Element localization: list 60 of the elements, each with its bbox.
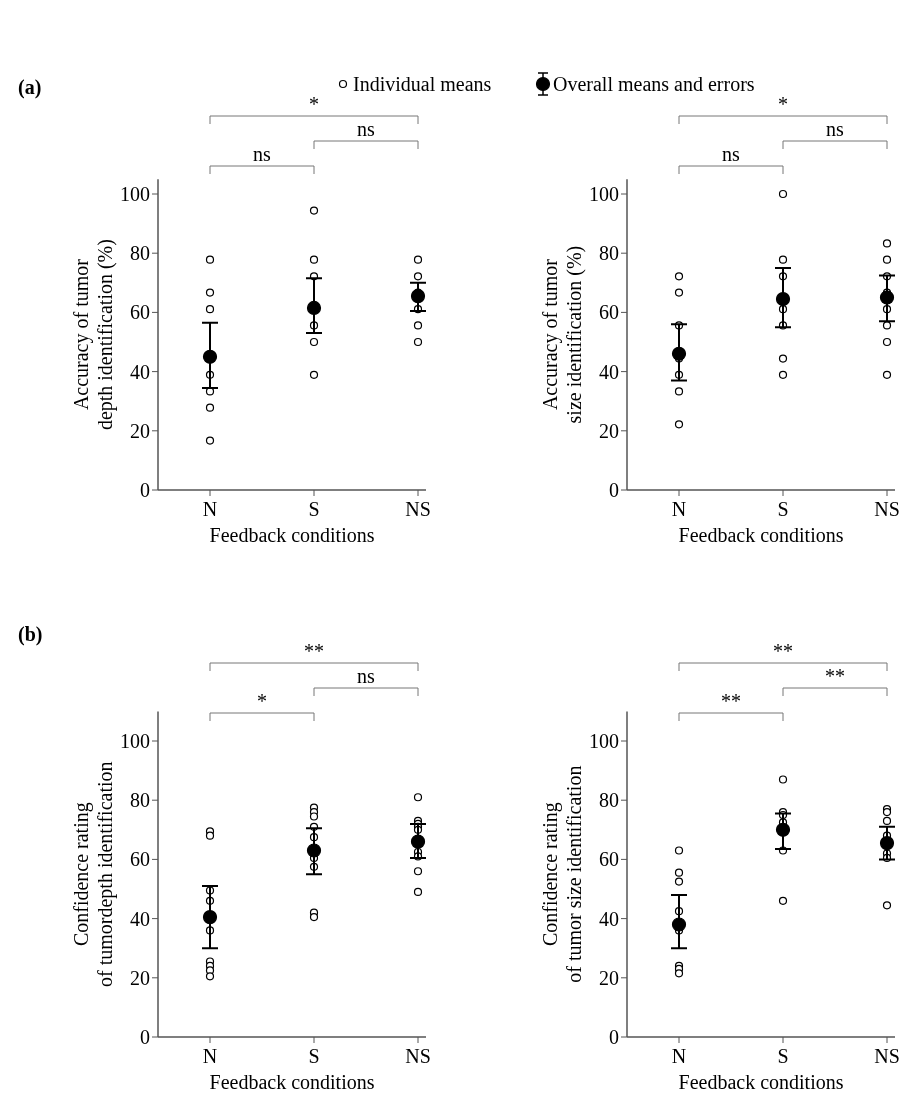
y-tick-label: 40	[599, 907, 619, 930]
y-tick-label: 100	[589, 183, 619, 205]
x-tick-label: NS	[874, 498, 900, 520]
x-axis-title: Feedback conditions	[678, 1071, 844, 1093]
annotation: **	[721, 690, 741, 712]
y-tick-label: 20	[599, 966, 619, 989]
x-tick-label: S	[777, 498, 789, 520]
y-tick-label: 0	[140, 1026, 150, 1048]
y-axis-title: Confidence rating of tumordepth identification	[70, 761, 117, 987]
x-axis-title: Feedback conditions	[209, 1071, 375, 1093]
text: ns	[722, 143, 741, 165]
y-tick-label: 80	[130, 242, 150, 265]
annotation: *	[257, 690, 267, 712]
x-axis-title: Feedback conditions	[209, 524, 375, 546]
chart-title: (b)	[18, 623, 43, 646]
x-tick-label: N	[202, 1045, 218, 1067]
y-tick-label: 60	[130, 301, 150, 324]
y-tick-label: 20	[130, 419, 150, 442]
text: ns	[357, 118, 376, 140]
text: **	[825, 665, 845, 687]
text: ns	[253, 143, 272, 165]
x-tick-label: N	[671, 498, 687, 520]
y-tick-label: 40	[130, 907, 150, 930]
y-axis-title: Confidence rating of tumor size identification	[539, 765, 585, 983]
text: ns	[357, 665, 376, 687]
x-tick-label: N	[671, 1045, 687, 1067]
y-tick-label: 0	[609, 479, 619, 501]
x-tick-label: NS	[874, 1045, 900, 1067]
x-tick-label: S	[308, 1045, 320, 1067]
x-tick-label: N	[202, 498, 218, 520]
text: *	[778, 93, 788, 115]
y-axis-title: Accuracy of tumor depth identification (%)	[70, 239, 117, 431]
x-tick-label: NS	[405, 1045, 431, 1067]
x-tick-label: NS	[405, 498, 431, 520]
y-tick-label: 100	[589, 730, 619, 752]
y-tick-label: 60	[599, 301, 619, 324]
y-tick-label: 60	[130, 848, 150, 871]
text: **	[773, 640, 793, 662]
y-tick-label: 40	[599, 360, 619, 383]
text: ns	[826, 118, 845, 140]
text: **	[304, 640, 324, 662]
x-tick-label: S	[777, 1045, 789, 1067]
x-tick-label: S	[308, 498, 320, 520]
chart-title: (a)	[18, 76, 42, 99]
y-tick-label: 60	[599, 848, 619, 871]
y-axis-title: Accuracy of tumor size identification (%)	[539, 245, 586, 424]
y-tick-label: 0	[609, 1026, 619, 1048]
y-tick-label: 20	[130, 966, 150, 989]
y-tick-label: 80	[599, 789, 619, 812]
y-tick-label: 20	[599, 419, 619, 442]
y-tick-label: 100	[120, 730, 150, 752]
y-tick-label: 40	[130, 360, 150, 383]
y-tick-label: 80	[130, 789, 150, 812]
y-tick-label: 0	[140, 479, 150, 501]
y-tick-label: 80	[599, 242, 619, 265]
legend-label: Overall means and errors	[553, 73, 755, 95]
x-axis-title: Feedback conditions	[678, 524, 844, 546]
legend-label: Individual means	[353, 73, 492, 95]
y-tick-label: 100	[120, 183, 150, 205]
text: *	[309, 93, 319, 115]
